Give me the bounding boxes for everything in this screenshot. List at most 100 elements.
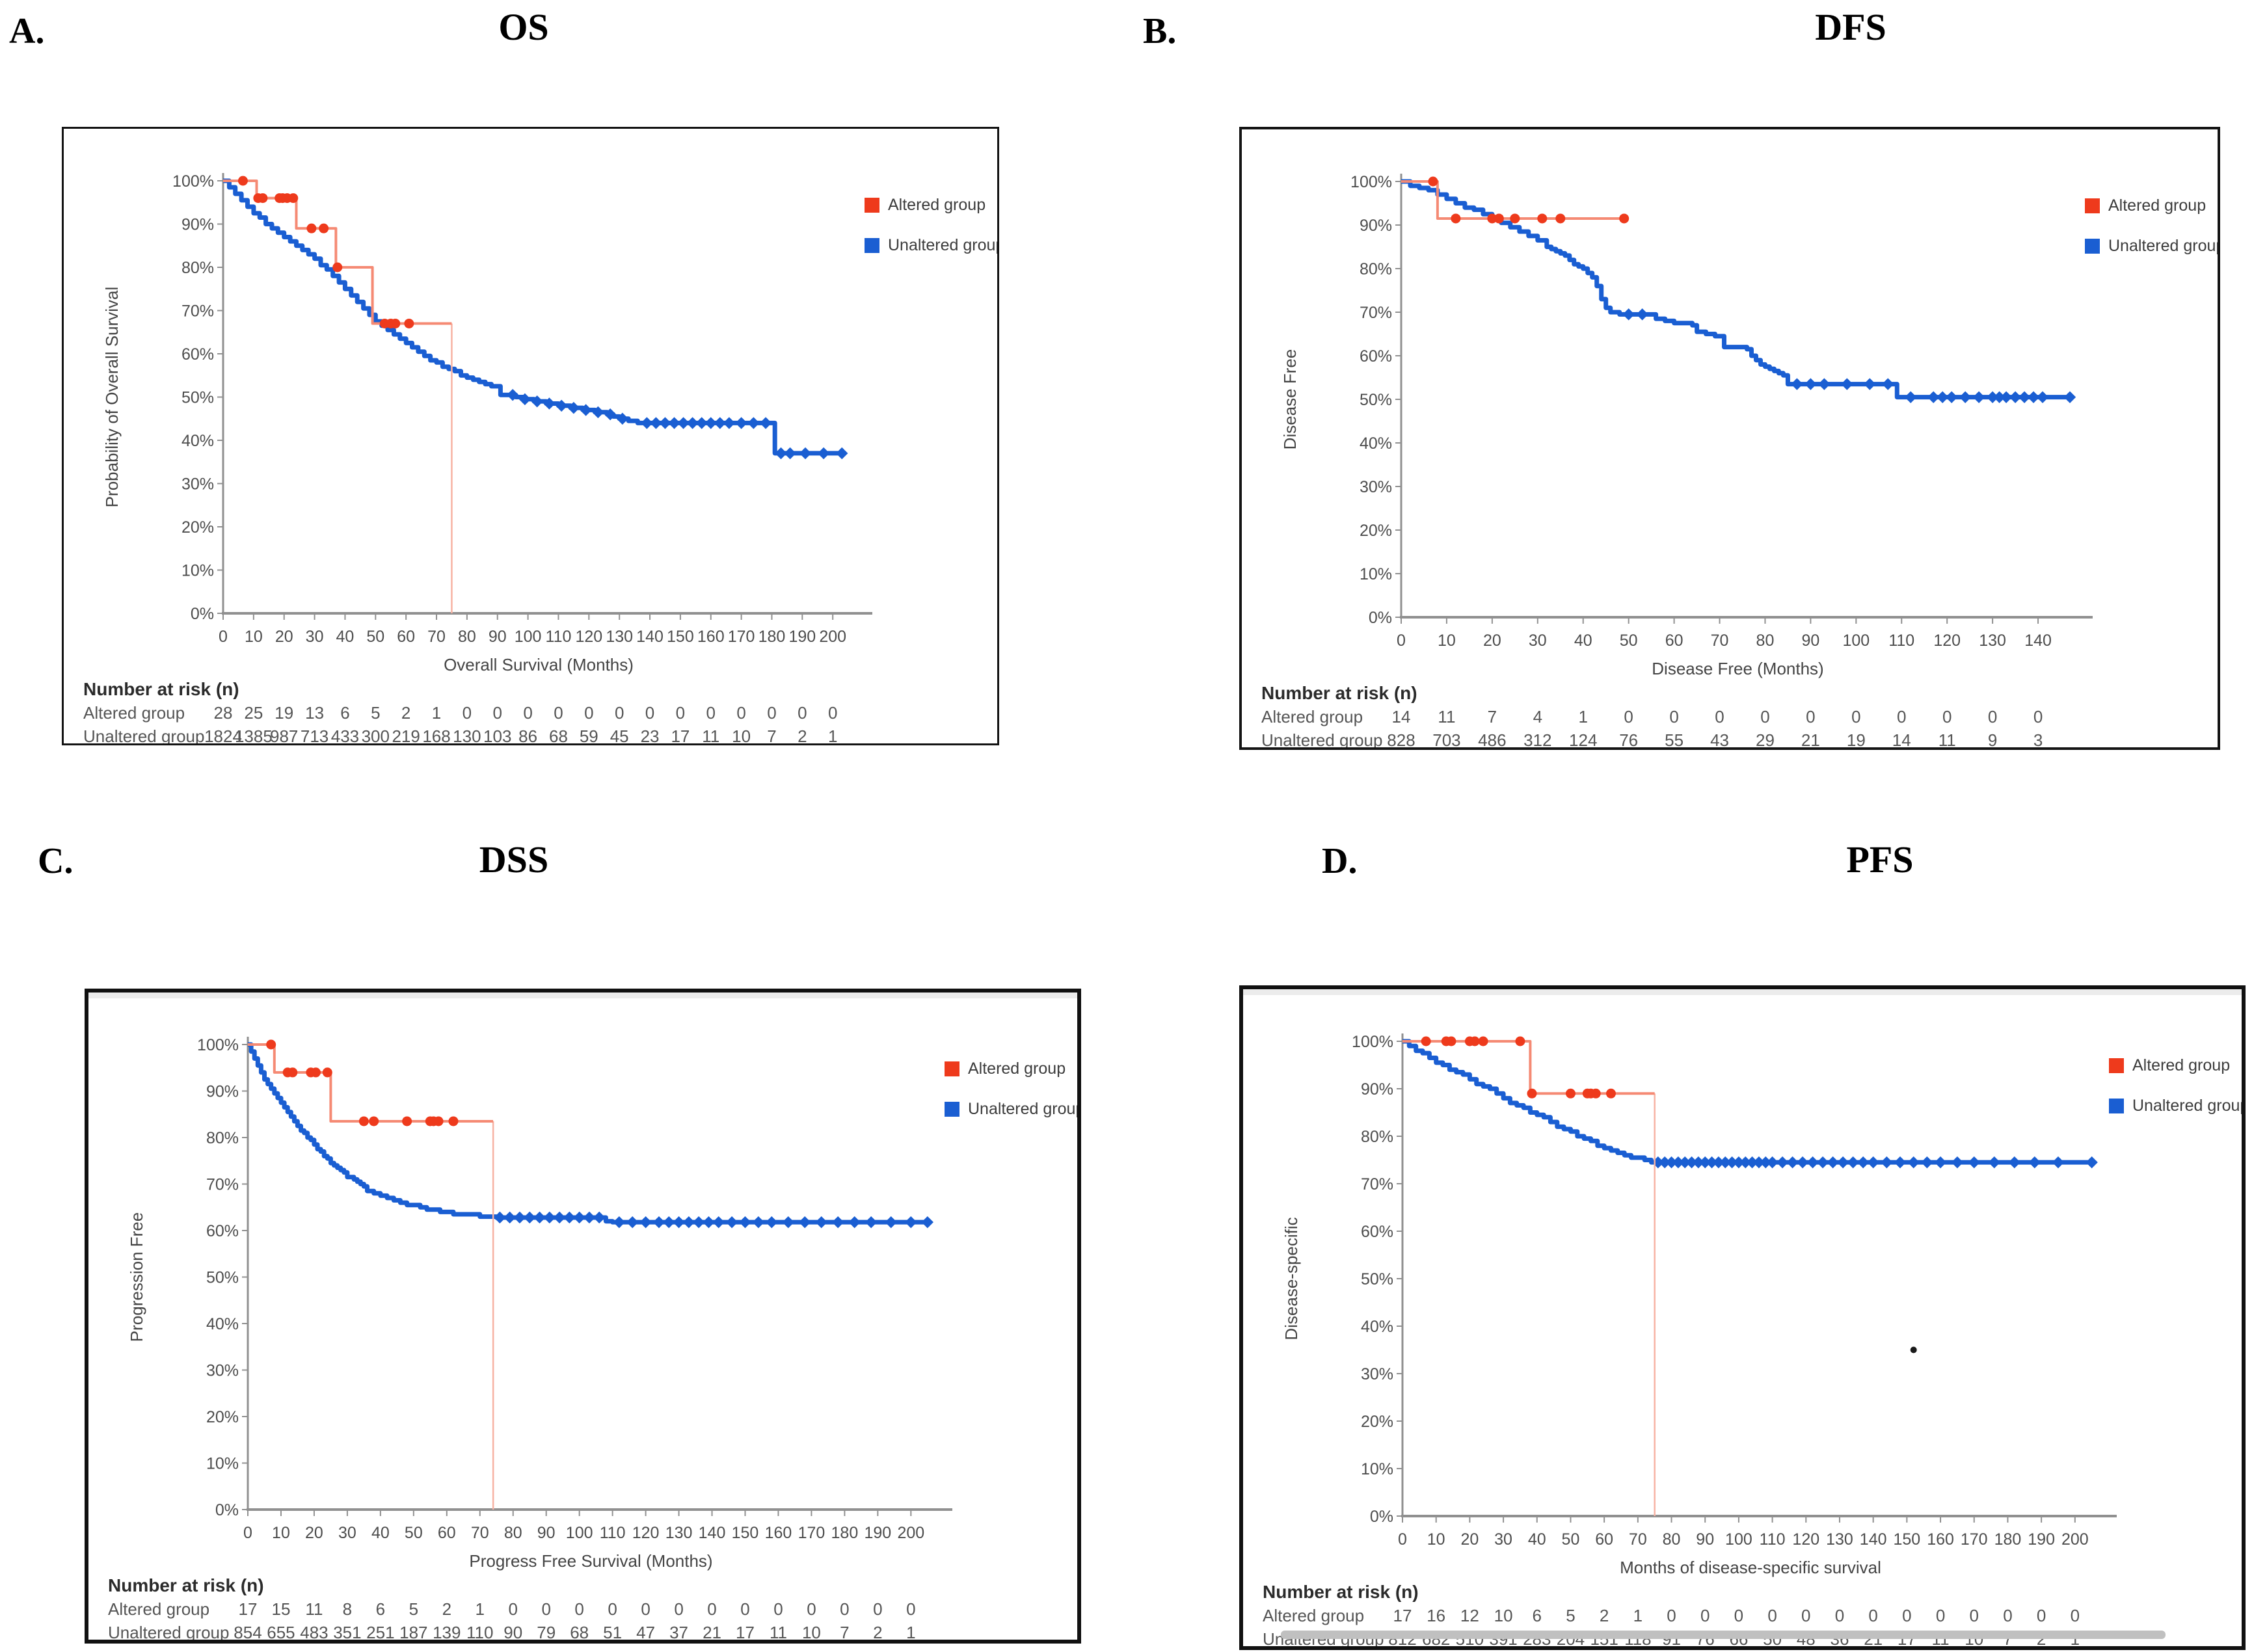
risk-value-altered: 16 bbox=[1427, 1606, 1445, 1625]
risk-value-altered: 0 bbox=[807, 1599, 816, 1619]
x-tick-label: 10 bbox=[1427, 1530, 1445, 1549]
x-tick-label: 50 bbox=[366, 628, 384, 646]
risk-value-unaltered: 828 bbox=[1387, 730, 1415, 747]
risk-value-altered: 0 bbox=[615, 703, 624, 723]
altered-curve bbox=[1402, 1036, 1656, 1516]
risk-value-unaltered: 45 bbox=[610, 726, 629, 743]
altered-curve bbox=[223, 176, 453, 613]
unaltered-censor-mark bbox=[775, 447, 787, 460]
y-tick-label: 60% bbox=[206, 1222, 239, 1240]
risk-value-altered: 0 bbox=[1624, 707, 1633, 726]
x-tick-label: 140 bbox=[1860, 1530, 1887, 1549]
risk-value-unaltered: 655 bbox=[267, 1623, 295, 1640]
x-tick-label: 120 bbox=[1933, 632, 1961, 650]
altered-censor-mark bbox=[1510, 213, 1520, 224]
risk-value-unaltered: 187 bbox=[399, 1623, 427, 1640]
altered-censor-mark bbox=[402, 1116, 412, 1126]
unaltered-censor-mark bbox=[1864, 378, 1876, 390]
x-tick-label: 110 bbox=[600, 1524, 626, 1542]
y-tick-label: 90% bbox=[181, 216, 214, 234]
km-svg-os: 0%10%20%30%40%50%60%70%80%90%100%0 10 20 30… bbox=[83, 172, 997, 743]
altered-censor-mark bbox=[1446, 1036, 1456, 1046]
risk-value-altered: 0 bbox=[706, 703, 716, 723]
altered-censor-mark bbox=[448, 1116, 459, 1126]
risk-value-altered: 0 bbox=[574, 1599, 584, 1619]
risk-value-altered: 0 bbox=[2037, 1606, 2046, 1625]
altered-censor-mark bbox=[237, 176, 248, 186]
unaltered-censor-mark bbox=[1907, 1156, 1920, 1169]
x-tick-label: 70 bbox=[1629, 1530, 1647, 1549]
unaltered-censor-mark bbox=[616, 412, 629, 425]
altered-line bbox=[248, 1043, 494, 1123]
x-tick-label: 150 bbox=[1894, 1530, 1921, 1549]
x-tick-label: 80 bbox=[1756, 632, 1775, 650]
risk-value-altered: 0 bbox=[1936, 1606, 1945, 1625]
x-tick-label: 0 bbox=[219, 628, 228, 646]
y-tick-label: 100% bbox=[197, 1036, 239, 1054]
risk-value-unaltered: 47 bbox=[636, 1623, 655, 1640]
y-tick-label: 70% bbox=[206, 1176, 239, 1194]
risk-value-unaltered: 300 bbox=[362, 726, 390, 743]
legend-unaltered-swatch bbox=[2109, 1099, 2124, 1113]
y-tick-label: 50% bbox=[1361, 1270, 1393, 1288]
risk-value-altered: 1 bbox=[1633, 1606, 1643, 1625]
unaltered-censor-mark bbox=[518, 393, 531, 406]
altered-censor-mark bbox=[1478, 1036, 1488, 1046]
risk-value-altered: 0 bbox=[1970, 1606, 1979, 1625]
unaltered-censor-mark bbox=[759, 417, 772, 429]
risk-value-unaltered: 90 bbox=[503, 1623, 522, 1640]
x-tick-label: 10 bbox=[245, 628, 263, 646]
risk-value-altered: 0 bbox=[508, 1599, 517, 1619]
panel-title-os: OS bbox=[498, 6, 549, 48]
risk-value-unaltered: 59 bbox=[580, 726, 598, 743]
risk-table-header: Number at risk (n) bbox=[1261, 683, 1417, 703]
x-tick-label: 90 bbox=[489, 628, 507, 646]
unaltered-censor-mark bbox=[626, 1216, 639, 1229]
x-tick-label: 60 bbox=[438, 1524, 456, 1542]
x-tick-label: 200 bbox=[2061, 1530, 2089, 1549]
risk-value-unaltered: 43 bbox=[1710, 730, 1729, 747]
unaltered-censor-mark bbox=[567, 401, 580, 414]
risk-row-label-unaltered: Unaltered group bbox=[108, 1623, 229, 1640]
y-tick-label: 40% bbox=[206, 1315, 239, 1333]
unaltered-censor-mark bbox=[921, 1216, 933, 1229]
unaltered-censor-mark bbox=[1934, 1156, 1947, 1169]
x-tick-label: 120 bbox=[1792, 1530, 1819, 1549]
x-tick-label: 190 bbox=[788, 628, 816, 646]
risk-value-unaltered: 1 bbox=[828, 726, 837, 743]
panel-title-dss: DSS bbox=[479, 838, 549, 881]
y-tick-label: 60% bbox=[181, 345, 214, 364]
risk-value-unaltered: 110 bbox=[466, 1623, 493, 1640]
y-tick-label: 90% bbox=[206, 1083, 239, 1101]
km-svg-dss: 0%10%20%30%40%50%60%70%80%90%100%0 10 20 30… bbox=[88, 993, 1077, 1640]
x-tick-label: 100 bbox=[1725, 1530, 1752, 1549]
unaltered-curve bbox=[223, 178, 848, 460]
risk-value-unaltered: 51 bbox=[603, 1623, 622, 1640]
y-axis-title: Probability of Overall Survival bbox=[102, 287, 122, 508]
axes: 0% 10% 20% 30% 40% 50% 60% 70% 80% 90% 100% 0 10 20 30… bbox=[127, 1036, 952, 1571]
risk-value-altered: 0 bbox=[2071, 1606, 2080, 1625]
horizontal-scrollbar[interactable] bbox=[1281, 1631, 2166, 1639]
risk-value-altered: 0 bbox=[740, 1599, 749, 1619]
risk-value-altered: 0 bbox=[676, 703, 685, 723]
box-top-strip bbox=[1243, 989, 2242, 995]
unaltered-censor-mark bbox=[1804, 378, 1817, 390]
unaltered-censor-mark bbox=[848, 1216, 861, 1229]
y-tick-label: 50% bbox=[206, 1269, 239, 1287]
risk-value-unaltered: 219 bbox=[392, 726, 420, 743]
y-tick-label: 40% bbox=[1361, 1318, 1393, 1336]
unaltered-censor-mark bbox=[2063, 391, 2076, 403]
unaltered-censor-mark bbox=[799, 447, 812, 460]
risk-value-unaltered: 483 bbox=[300, 1623, 328, 1640]
y-tick-label: 0% bbox=[215, 1501, 239, 1519]
risk-value-altered: 0 bbox=[493, 703, 502, 723]
x-axis-title: Months of disease-specific survival bbox=[1620, 1558, 1881, 1577]
unaltered-censor-mark bbox=[2036, 391, 2049, 403]
panel-letter-b: B. bbox=[1143, 11, 1177, 51]
y-axis-title: Disease-specific bbox=[1281, 1217, 1301, 1340]
x-tick-label: 30 bbox=[338, 1524, 356, 1542]
panel-letter-a: A. bbox=[9, 11, 45, 51]
panel-letter-d: D. bbox=[1322, 841, 1358, 881]
y-tick-label: 20% bbox=[1361, 1413, 1393, 1431]
risk-value-unaltered: 312 bbox=[1523, 730, 1551, 747]
